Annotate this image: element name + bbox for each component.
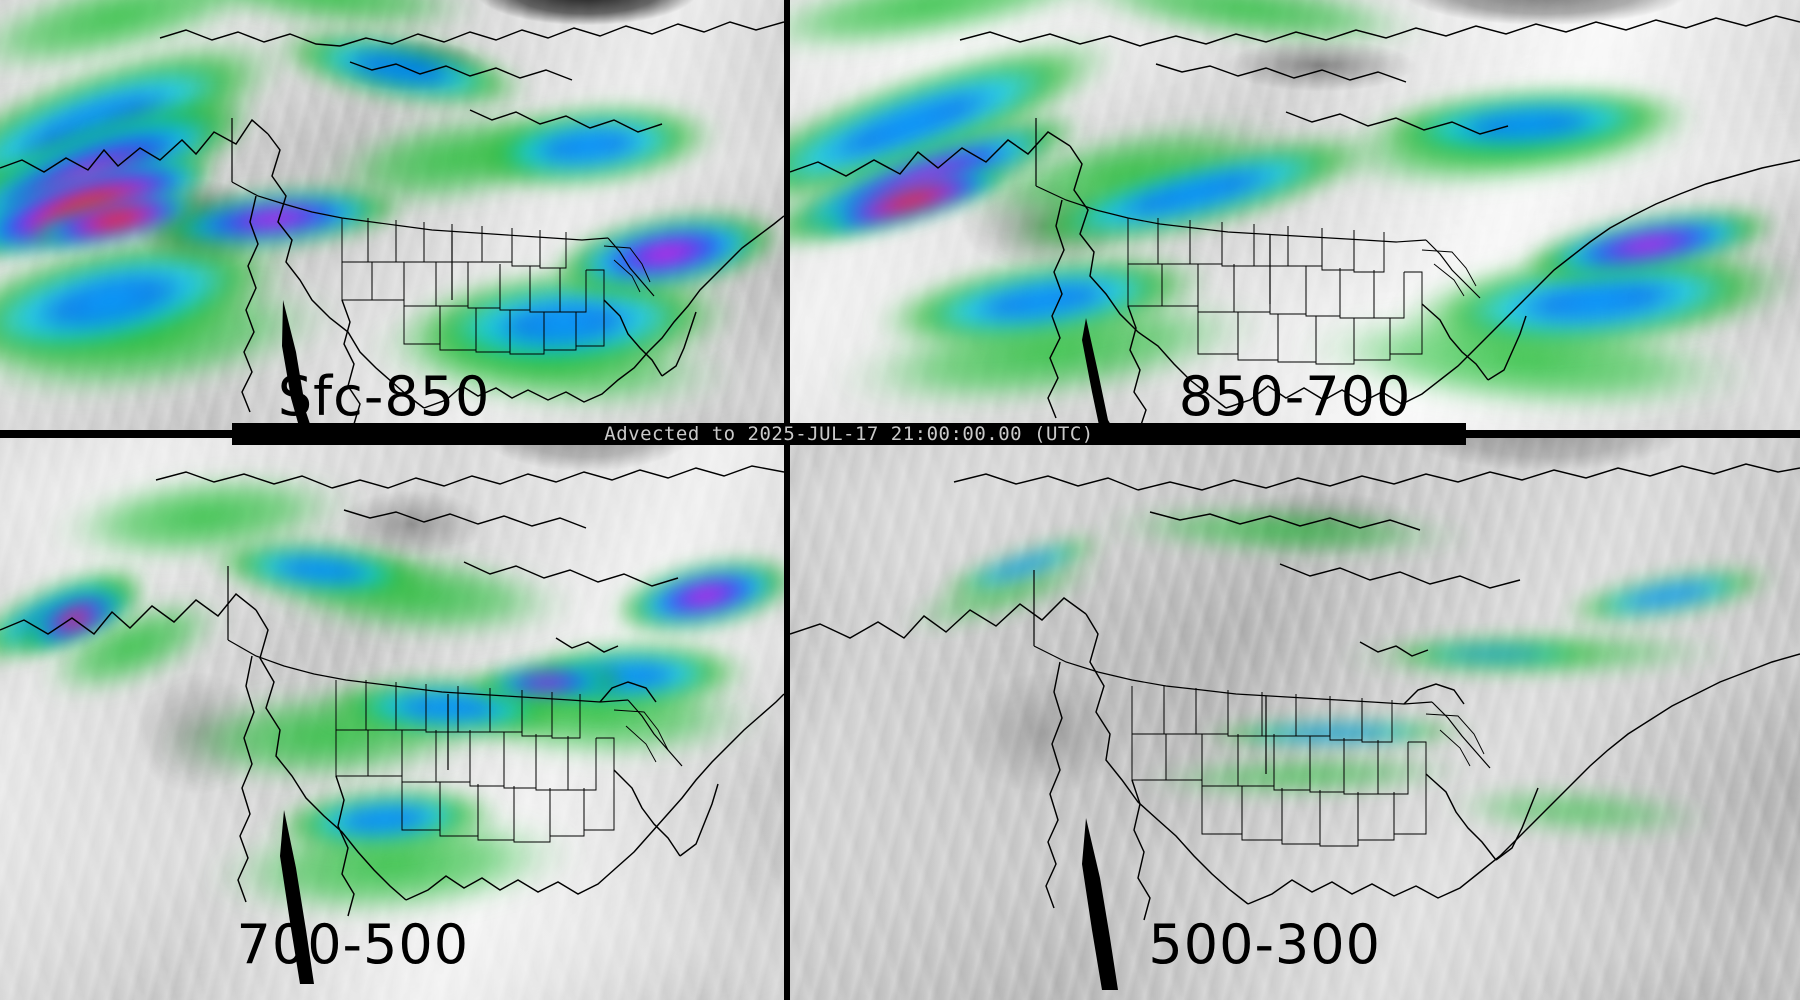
panel-850-700[interactable]: 850-700 [790, 0, 1800, 430]
panel-sfc-850[interactable]: Sfc-850 [0, 0, 784, 430]
panel-label-700-500: 700-500 [236, 913, 470, 976]
vertical-divider-top [784, 0, 790, 430]
timestamp-banner: Advected to 2025-JUL-17 21:00:00.00 (UTC… [232, 423, 1466, 445]
panel-500-300[interactable]: 500-300 [790, 438, 1800, 1000]
panel-label-500-300: 500-300 [1148, 913, 1381, 976]
vertical-divider-bottom [784, 438, 790, 1000]
panel-label-sfc-850: Sfc-850 [277, 365, 491, 428]
panel-label-850-700: 850-700 [1178, 365, 1412, 428]
panel-700-500[interactable]: 700-500 [0, 438, 784, 1000]
